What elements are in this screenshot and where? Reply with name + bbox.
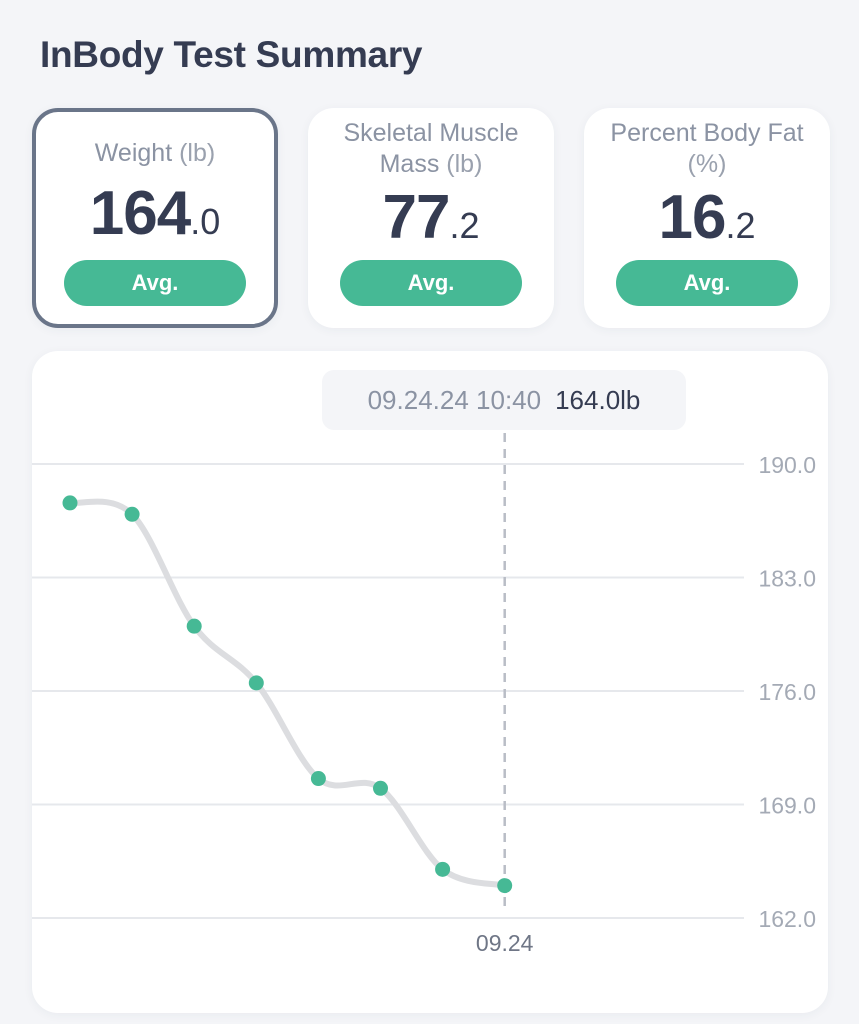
data-point <box>248 675 264 691</box>
weight-card[interactable]: Weight (lb) 164.0 Avg. <box>32 108 278 328</box>
smm-avg-button[interactable]: Avg. <box>340 260 522 306</box>
chart-tooltip: 09.24.24 10:40 164.0lb <box>322 370 686 430</box>
smm-unit: (lb) <box>446 150 483 178</box>
y-tick-label: 162.0 <box>758 906 816 932</box>
y-tick-label: 183.0 <box>758 566 816 592</box>
weight-trend-chart[interactable]: 190.0 183.0 176.0 169.0 162.0 09.24 <box>32 351 828 1013</box>
data-point <box>373 780 388 796</box>
smm-value-int: 77 <box>382 183 451 252</box>
smm-value: 77.2 <box>308 182 554 253</box>
weight-label: Weight (lb) <box>46 138 264 169</box>
pbf-avg-button[interactable]: Avg. <box>616 260 798 306</box>
pbf-label-text: Percent Body Fat <box>610 119 804 147</box>
pbf-label: Percent Body Fat (%) <box>594 118 820 180</box>
weight-trend-chart-card: 190.0 183.0 176.0 169.0 162.0 09.24 09.24.24 … <box>32 351 828 1013</box>
y-tick-label: 190.0 <box>758 452 816 478</box>
weight-avg-button[interactable]: Avg. <box>64 260 246 306</box>
pbf-unit: (%) <box>687 150 727 178</box>
tooltip-date: 09.24.24 10:40 <box>367 385 542 415</box>
y-tick-label: 169.0 <box>758 793 816 819</box>
data-point <box>186 618 202 634</box>
weight-value-dec: .0 <box>190 201 221 242</box>
pbf-value-int: 16 <box>658 183 727 252</box>
pbf-value-dec: .2 <box>725 205 756 246</box>
data-point <box>62 495 78 511</box>
data-point <box>124 506 140 522</box>
weight-value-int: 164 <box>89 179 191 248</box>
smm-label-text: Skeletal Muscle Mass <box>343 119 519 178</box>
weight-value: 164.0 <box>36 178 274 249</box>
smm-label: Skeletal Muscle Mass (lb) <box>318 118 544 180</box>
data-point <box>310 771 326 787</box>
percent-body-fat-card[interactable]: Percent Body Fat (%) 16.2 Avg. <box>584 108 830 328</box>
weight-label-text: Weight <box>94 139 173 167</box>
smm-value-dec: .2 <box>449 205 480 246</box>
skeletal-muscle-mass-card[interactable]: Skeletal Muscle Mass (lb) 77.2 Avg. <box>308 108 554 328</box>
data-point <box>435 861 451 877</box>
x-tick-label: 09.24 <box>476 930 534 956</box>
weight-unit: (lb) <box>179 139 216 167</box>
pbf-value: 16.2 <box>584 182 830 253</box>
y-tick-label: 176.0 <box>758 679 816 705</box>
data-point <box>497 878 513 894</box>
weight-series-line <box>67 498 508 889</box>
tooltip-value: 164.0lb <box>555 385 641 415</box>
page-title: InBody Test Summary <box>40 34 423 75</box>
